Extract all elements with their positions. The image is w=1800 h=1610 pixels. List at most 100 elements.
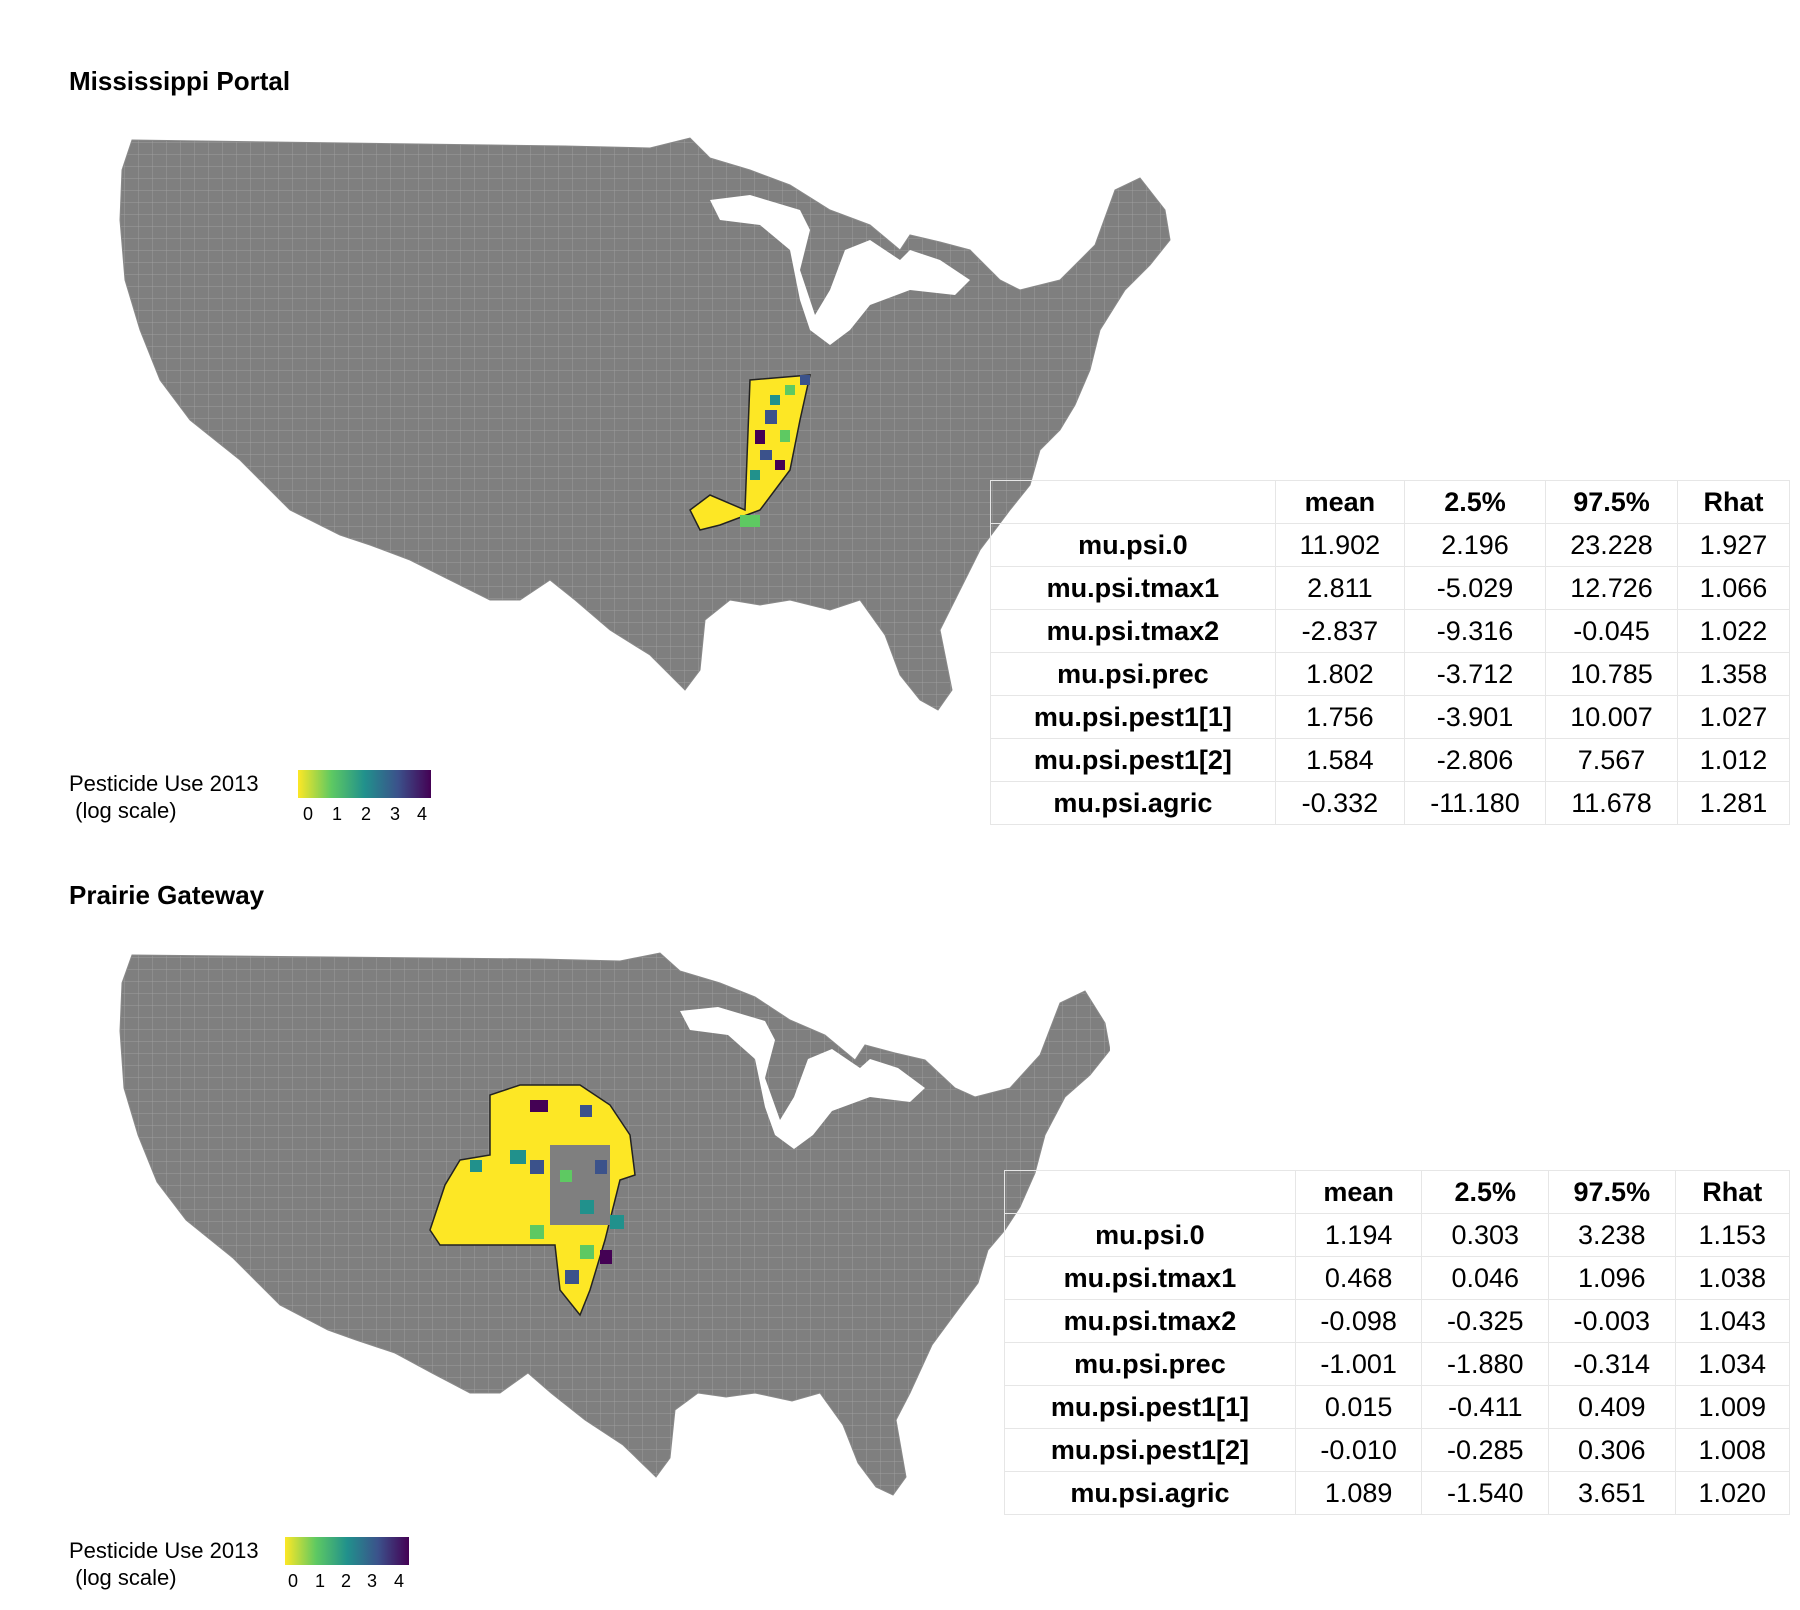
table-cell: 1.358	[1676, 652, 1791, 696]
table-cell: 1.584	[1274, 738, 1405, 782]
row-name: mu.psi.agric	[990, 781, 1276, 825]
table-cell: -11.180	[1403, 781, 1547, 825]
us-county-map	[119, 137, 1171, 711]
stats-table: mean 2.5% 97.5% Rhat mu.psi.0 11.902 2.196 23.2…	[990, 480, 1791, 825]
table-row: mu.psi.0 11.902 2.196 23.228 1.927	[990, 523, 1791, 567]
table-cell: -0.010	[1294, 1428, 1423, 1472]
table-cell: -3.712	[1403, 652, 1547, 696]
legend: Pesticide Use 2013 (log scale) 0 1 2 3 4	[69, 1537, 469, 1597]
table-cell: 0.409	[1548, 1385, 1676, 1429]
table-cell: 11.678	[1545, 781, 1678, 825]
table-cell: 11.902	[1274, 523, 1405, 567]
table-cell: 3.651	[1548, 1471, 1676, 1515]
table-cell: -0.045	[1545, 609, 1678, 653]
table-cell: -9.316	[1403, 609, 1547, 653]
legend-title: Pesticide Use 2013 (log scale)	[69, 1538, 259, 1590]
table-cell: 1.022	[1676, 609, 1791, 653]
table-cell: -0.325	[1421, 1299, 1550, 1343]
legend-tick: 2	[340, 1571, 352, 1591]
row-name: mu.psi.0	[990, 523, 1276, 567]
table-cell: -0.314	[1548, 1342, 1676, 1386]
table-cell: 7.567	[1545, 738, 1678, 782]
table-cell: 10.007	[1545, 695, 1678, 739]
row-name: mu.psi.tmax1	[990, 566, 1276, 610]
table-cell: 1.756	[1274, 695, 1405, 739]
table-cell: 23.228	[1545, 523, 1678, 567]
table-header-row: mean 2.5% 97.5% Rhat	[990, 480, 1791, 524]
table-cell: 1.066	[1676, 566, 1791, 610]
table-cell: 0.468	[1294, 1256, 1423, 1300]
table-cell: -1.880	[1421, 1342, 1550, 1386]
table-row: mu.psi.0 1.194 0.303 3.238 1.153	[1004, 1213, 1791, 1257]
panel-prairie-gateway: Prairie Gateway Pesticide Use 2013 (l	[0, 810, 1800, 1610]
legend-tick: 2	[360, 804, 372, 824]
table-cell: 1.194	[1294, 1213, 1423, 1257]
legend: Pesticide Use 2013 (log scale) 0 1 2 3 4	[69, 770, 469, 830]
row-name: mu.psi.pest1[1]	[1004, 1385, 1296, 1429]
table-cell: 0.046	[1421, 1256, 1550, 1300]
table-row: mu.psi.tmax1 0.468 0.046 1.096 1.038	[1004, 1256, 1791, 1300]
column-header: 97.5%	[1548, 1170, 1676, 1214]
panel-title: Prairie Gateway	[69, 880, 265, 910]
table-row: mu.psi.prec -1.001 -1.880 -0.314 1.034	[1004, 1342, 1791, 1386]
column-header: 2.5%	[1403, 480, 1547, 524]
legend-tick: 1	[331, 804, 343, 824]
table-row: mu.psi.agric -0.332 -11.180 11.678 1.281	[990, 781, 1791, 825]
table-row: mu.psi.tmax2 -2.837 -9.316 -0.045 1.022	[990, 609, 1791, 653]
column-header: Rhat	[1676, 480, 1791, 524]
legend-colorbar	[298, 770, 431, 798]
region-highlight	[429, 1084, 636, 1317]
column-header: 2.5%	[1421, 1170, 1550, 1214]
row-name: mu.psi.0	[1004, 1213, 1296, 1257]
table-cell: -0.285	[1421, 1428, 1550, 1472]
row-name: mu.psi.pest1[2]	[1004, 1428, 1296, 1472]
row-name: mu.psi.prec	[1004, 1342, 1296, 1386]
legend-ticks: 0 1 2 3 4	[285, 1571, 409, 1593]
table-cell: 1.012	[1676, 738, 1791, 782]
legend-tick: 0	[302, 804, 314, 824]
legend-tick: 1	[314, 1571, 326, 1591]
legend-tick: 3	[389, 804, 401, 824]
row-name: mu.psi.pest1[2]	[990, 738, 1276, 782]
table-cell: 1.281	[1676, 781, 1791, 825]
table-cell: 0.306	[1548, 1428, 1676, 1472]
table-cell: 10.785	[1545, 652, 1678, 696]
column-header: mean	[1274, 480, 1405, 524]
table-cell: -0.098	[1294, 1299, 1423, 1343]
table-row: mu.psi.pest1[2] 1.584 -2.806 7.567 1.012	[990, 738, 1791, 782]
great-lakes	[710, 195, 970, 345]
table-cell: 1.927	[1676, 523, 1791, 567]
legend-ticks: 0 1 2 3 4	[298, 804, 431, 826]
table-cell: -2.837	[1274, 609, 1405, 653]
row-name: mu.psi.agric	[1004, 1471, 1296, 1515]
table-cell: -2.806	[1403, 738, 1547, 782]
table-cell: 1.802	[1274, 652, 1405, 696]
legend-colorbar	[285, 1537, 409, 1565]
legend-tick: 4	[393, 1571, 405, 1591]
panel-mississippi-portal: Mississippi Portal Pesticide Use 2013 (l…	[0, 0, 1800, 825]
table-cell: 1.008	[1674, 1428, 1791, 1472]
column-header: 97.5%	[1545, 480, 1678, 524]
table-row: mu.psi.agric 1.089 -1.540 3.651 1.020	[1004, 1471, 1791, 1515]
column-header	[990, 480, 1276, 524]
table-cell: -0.003	[1548, 1299, 1676, 1343]
column-header: mean	[1294, 1170, 1423, 1214]
table-cell: 1.089	[1294, 1471, 1423, 1515]
table-row: mu.psi.pest1[2] -0.010 -0.285 0.306 1.008	[1004, 1428, 1791, 1472]
row-name: mu.psi.tmax2	[1004, 1299, 1296, 1343]
table-cell: 1.009	[1674, 1385, 1791, 1429]
table-cell: 1.034	[1674, 1342, 1791, 1386]
table-header-row: mean 2.5% 97.5% Rhat	[1004, 1170, 1791, 1214]
table-cell: 0.303	[1421, 1213, 1550, 1257]
table-cell: -0.332	[1274, 781, 1405, 825]
table-row: mu.psi.tmax1 2.811 -5.029 12.726 1.066	[990, 566, 1791, 610]
table-cell: 1.020	[1674, 1471, 1791, 1515]
column-header	[1004, 1170, 1296, 1214]
table-cell: 1.038	[1674, 1256, 1791, 1300]
table-cell: -0.411	[1421, 1385, 1550, 1429]
table-cell: 3.238	[1548, 1213, 1676, 1257]
us-county-map	[119, 952, 1110, 1496]
table-cell: -5.029	[1403, 566, 1547, 610]
table-row: mu.psi.pest1[1] 1.756 -3.901 10.007 1.027	[990, 695, 1791, 739]
row-name: mu.psi.tmax1	[1004, 1256, 1296, 1300]
